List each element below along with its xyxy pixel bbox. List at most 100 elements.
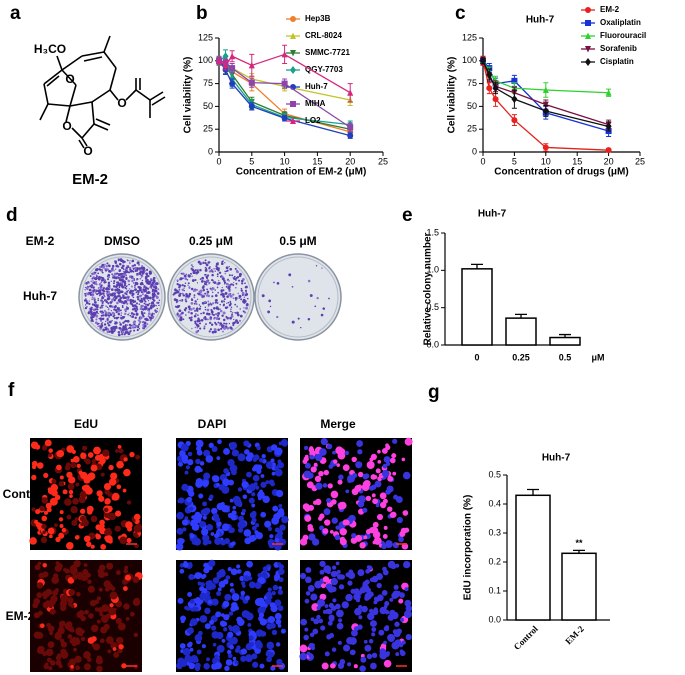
cell: [330, 490, 339, 499]
cell: [36, 592, 43, 599]
cell: [339, 536, 346, 543]
colony: [246, 297, 249, 300]
cell: [318, 470, 324, 477]
colony: [88, 288, 92, 292]
colony: [142, 308, 145, 310]
colony: [204, 262, 207, 265]
cell: [227, 567, 232, 572]
colony: [96, 278, 98, 280]
cell: [392, 629, 398, 635]
legend-label: Cisplatin: [600, 57, 634, 66]
cell: [328, 614, 335, 621]
cell: [280, 438, 288, 446]
cell: [307, 585, 315, 592]
x-tick-label: 25: [378, 156, 388, 166]
colony: [181, 284, 184, 287]
colony: [133, 278, 136, 280]
cell: [179, 643, 186, 649]
colony: [101, 271, 104, 274]
colony: [126, 284, 128, 287]
x-tick-label: 0: [216, 156, 221, 166]
colony: [92, 320, 94, 323]
cell: [351, 629, 358, 637]
cell: [72, 456, 80, 463]
colony: [120, 290, 124, 294]
legend-marker: [585, 7, 591, 13]
cell: [214, 533, 219, 539]
cell: [337, 640, 342, 645]
cell: [391, 453, 397, 459]
cell: [399, 649, 404, 654]
y-tick-label: 0.2: [488, 556, 501, 566]
colony: [238, 294, 242, 298]
cell: [231, 510, 237, 516]
colony: [111, 319, 113, 322]
colony: [92, 308, 96, 312]
cell: [277, 461, 285, 469]
y-tick-label: 0: [208, 146, 213, 156]
cell: [315, 453, 323, 462]
cell: [135, 454, 140, 460]
cell: [208, 559, 216, 567]
cell: [103, 483, 112, 491]
cell: [209, 494, 214, 499]
colony: [120, 314, 122, 317]
cell: [386, 485, 394, 493]
colony: [114, 292, 117, 294]
colony: [245, 285, 248, 289]
cell: [363, 479, 371, 488]
cell: [362, 583, 368, 589]
cell: [123, 457, 128, 462]
cell: [356, 440, 363, 447]
panel-label: a: [10, 3, 21, 24]
cell: [368, 608, 374, 614]
cell: [399, 617, 404, 622]
colony: [141, 321, 144, 323]
colony: [100, 279, 104, 282]
colony: [206, 308, 210, 312]
colony: [237, 279, 241, 282]
cell: [404, 587, 409, 592]
cell: [338, 618, 343, 623]
cell: [211, 625, 217, 631]
colony: [200, 279, 204, 283]
colony: [221, 324, 224, 328]
cell: [219, 620, 226, 627]
cell: [67, 476, 76, 484]
cell: [80, 508, 86, 514]
colony: [126, 319, 130, 323]
colony: [134, 284, 136, 287]
y-tick-label: 125: [462, 32, 477, 42]
colony: [107, 273, 111, 277]
cell: [80, 615, 86, 622]
cell: [319, 569, 325, 575]
colony: [113, 292, 115, 294]
legend-marker: [290, 32, 296, 39]
colony: [132, 267, 135, 270]
data-point: [347, 124, 354, 131]
cell: [267, 616, 276, 624]
colony: [142, 275, 144, 277]
cell: [100, 472, 105, 477]
colony: [110, 269, 114, 272]
colony: [190, 264, 193, 267]
cell: [269, 534, 274, 539]
cell: [336, 463, 340, 467]
colony: [188, 286, 191, 289]
cell: [357, 500, 365, 508]
cell: [67, 597, 74, 604]
column-label: DMSO: [104, 234, 140, 248]
colony: [108, 293, 111, 295]
cell: [75, 482, 80, 487]
cell: [67, 634, 73, 639]
cell: [319, 560, 326, 567]
cell: [189, 506, 194, 511]
cell: [224, 538, 231, 545]
colony: [145, 318, 149, 322]
colony: [223, 281, 227, 284]
cell: [315, 482, 323, 490]
edu-imaging: f EdU DAPI Merge Control EM-2: [3, 380, 413, 673]
colony: [198, 307, 202, 311]
colony: [232, 324, 235, 327]
colony: [222, 289, 225, 292]
